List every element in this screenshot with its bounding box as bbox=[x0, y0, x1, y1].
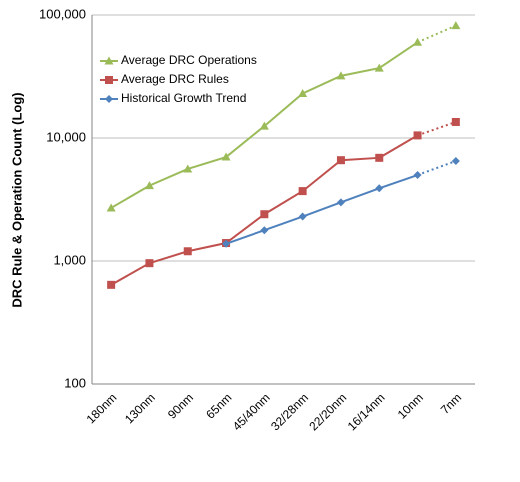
y-tick-label: 100 bbox=[64, 375, 86, 390]
y-axis-label: DRC Rule & Operation Count (Log) bbox=[9, 92, 24, 307]
marker bbox=[221, 152, 231, 161]
marker bbox=[259, 121, 269, 130]
x-tick-label: 180nm bbox=[84, 390, 120, 426]
legend-label: Historical Growth Trend bbox=[121, 91, 246, 105]
x-tick-label: 32/28nm bbox=[268, 390, 311, 433]
marker bbox=[298, 212, 307, 221]
legend-label: Average DRC Operations bbox=[121, 53, 257, 67]
series-line bbox=[110, 134, 419, 286]
marker bbox=[336, 71, 346, 80]
x-tick-label: 7nm bbox=[438, 390, 464, 416]
marker bbox=[145, 259, 154, 268]
x-tick-label: 16/14nm bbox=[345, 390, 388, 433]
marker bbox=[413, 37, 423, 46]
y-tick-label: 100,000 bbox=[39, 6, 86, 21]
marker bbox=[260, 226, 269, 235]
marker bbox=[451, 157, 460, 166]
marker bbox=[413, 171, 422, 180]
marker bbox=[451, 21, 461, 30]
projection-line bbox=[417, 160, 457, 176]
marker bbox=[105, 95, 113, 103]
marker bbox=[106, 203, 116, 212]
marker bbox=[222, 239, 231, 248]
marker bbox=[298, 187, 307, 196]
legend-label: Average DRC Rules bbox=[121, 72, 229, 86]
marker bbox=[374, 63, 384, 72]
x-tick-label: 10nm bbox=[395, 390, 426, 421]
x-tick-label: 65nm bbox=[203, 390, 234, 421]
marker bbox=[107, 280, 116, 289]
x-tick-label: 90nm bbox=[165, 390, 196, 421]
marker bbox=[183, 164, 193, 173]
marker bbox=[105, 76, 113, 84]
marker bbox=[104, 56, 114, 65]
marker bbox=[298, 89, 308, 98]
x-tick-label: 130nm bbox=[122, 390, 158, 426]
x-tick-label: 22/20nm bbox=[306, 390, 349, 433]
series-line bbox=[225, 174, 418, 245]
x-tick-label: 45/40nm bbox=[230, 390, 273, 433]
marker bbox=[336, 156, 345, 165]
marker bbox=[144, 181, 154, 190]
marker bbox=[375, 184, 384, 193]
y-tick-label: 10,000 bbox=[46, 129, 86, 144]
projection-line bbox=[417, 121, 457, 137]
marker bbox=[451, 117, 460, 126]
marker bbox=[260, 210, 269, 219]
projection-line bbox=[417, 24, 457, 44]
marker bbox=[375, 153, 384, 162]
y-tick-label: 1,000 bbox=[53, 252, 86, 267]
marker bbox=[336, 198, 345, 207]
marker bbox=[183, 247, 192, 256]
marker bbox=[413, 131, 422, 140]
